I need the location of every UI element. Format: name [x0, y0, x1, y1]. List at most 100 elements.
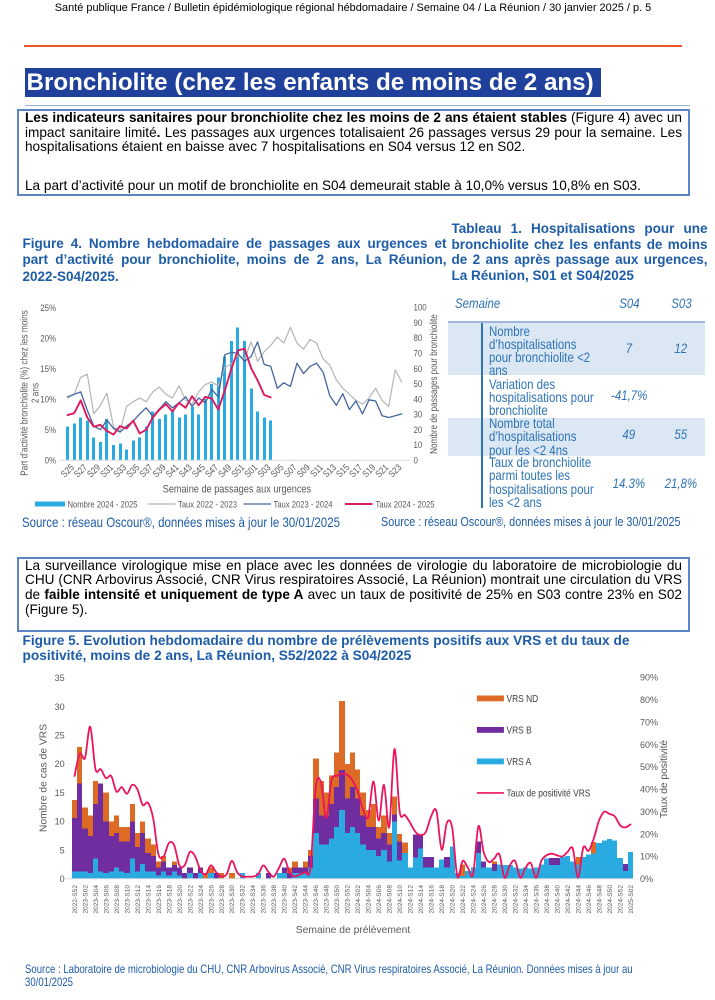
svg-text:2023-S04: 2023-S04: [93, 885, 100, 914]
svg-text:2024-S18: 2024-S18: [439, 885, 446, 914]
svg-text:0%: 0%: [45, 455, 57, 466]
svg-text:10: 10: [55, 817, 65, 827]
svg-text:2024-S38: 2024-S38: [544, 885, 551, 914]
svg-text:2 ans: 2 ans: [30, 383, 41, 404]
svg-text:0: 0: [414, 455, 419, 466]
svg-text:2023-S30: 2023-S30: [229, 885, 236, 914]
svg-text:2023-S52: 2023-S52: [345, 885, 352, 914]
svg-text:2023-S10: 2023-S10: [124, 885, 131, 914]
svg-text:35: 35: [55, 673, 65, 683]
svg-text:2023-S36: 2023-S36: [261, 885, 268, 914]
svg-text:10%: 10%: [640, 852, 658, 862]
svg-text:2024-S12: 2024-S12: [408, 885, 415, 914]
svg-text:2023-S28: 2023-S28: [219, 885, 226, 914]
svg-text:2024-S06: 2024-S06: [376, 885, 383, 914]
svg-text:90%: 90%: [640, 673, 658, 683]
svg-text:2022-S52: 2022-S52: [72, 885, 79, 914]
svg-text:70%: 70%: [640, 717, 658, 727]
svg-text:90: 90: [414, 317, 423, 328]
svg-text:0: 0: [60, 874, 65, 884]
svg-text:2023-S06: 2023-S06: [103, 885, 110, 914]
svg-text:2024-S16: 2024-S16: [429, 885, 436, 914]
svg-text:2023-S40: 2023-S40: [282, 885, 289, 914]
svg-text:2023-S50: 2023-S50: [334, 885, 341, 914]
svg-text:2024-S32: 2024-S32: [513, 885, 520, 914]
svg-text:20: 20: [55, 759, 65, 769]
svg-text:2024-S24: 2024-S24: [471, 885, 478, 914]
svg-text:2023-S34: 2023-S34: [250, 885, 257, 914]
svg-text:2024-S36: 2024-S36: [534, 885, 541, 914]
svg-text:40: 40: [414, 394, 423, 405]
svg-text:2024-S26: 2024-S26: [481, 885, 488, 914]
svg-text:2023-S08: 2023-S08: [114, 885, 121, 914]
svg-text:S23: S23: [386, 462, 404, 480]
svg-text:2023-S12: 2023-S12: [135, 885, 142, 914]
svg-text:2023-S42: 2023-S42: [292, 885, 299, 914]
svg-text:Semaine de prélèvement: Semaine de prélèvement: [296, 925, 411, 936]
svg-text:2023-S38: 2023-S38: [271, 885, 278, 914]
svg-text:Taux 2023 - 2024: Taux 2023 - 2024: [274, 499, 333, 510]
svg-text:20%: 20%: [640, 829, 658, 839]
svg-text:2024-S02: 2024-S02: [355, 885, 362, 914]
svg-text:80%: 80%: [640, 695, 658, 705]
svg-text:2023-S22: 2023-S22: [187, 885, 194, 914]
svg-text:2024-S48: 2024-S48: [596, 885, 603, 914]
svg-text:2024-S30: 2024-S30: [502, 885, 509, 914]
svg-text:2024-S44: 2024-S44: [575, 885, 582, 914]
svg-text:Taux de positivité: Taux de positivité: [659, 740, 670, 818]
svg-text:Part d’activité bronchiolite (: Part d’activité bronchiolite (%) chez le…: [19, 310, 30, 476]
svg-text:25: 25: [55, 731, 65, 741]
svg-text:2023-S26: 2023-S26: [208, 885, 215, 914]
svg-text:2024-S40: 2024-S40: [554, 885, 561, 914]
svg-text:2024-S34: 2024-S34: [523, 885, 530, 914]
svg-text:VRS B: VRS B: [507, 725, 532, 736]
svg-text:30: 30: [55, 702, 65, 712]
svg-text:Taux de positivité VRS: Taux de positivité VRS: [507, 788, 591, 799]
svg-text:VRS A: VRS A: [507, 756, 532, 767]
svg-text:2023-S46: 2023-S46: [313, 885, 320, 914]
svg-text:60: 60: [414, 363, 423, 374]
svg-text:50: 50: [414, 378, 423, 389]
svg-text:25%: 25%: [40, 302, 56, 313]
svg-text:50%: 50%: [640, 762, 658, 772]
svg-text:2023-S20: 2023-S20: [177, 885, 184, 914]
svg-text:2024-S50: 2024-S50: [607, 885, 614, 914]
svg-text:2024-S04: 2024-S04: [366, 885, 373, 914]
svg-text:2024-S46: 2024-S46: [586, 885, 593, 914]
svg-text:20: 20: [414, 424, 423, 435]
svg-text:60%: 60%: [640, 740, 658, 750]
svg-text:10: 10: [414, 439, 423, 450]
svg-text:20%: 20%: [40, 333, 56, 344]
svg-text:2025-S02: 2025-S02: [628, 885, 635, 914]
svg-text:Nombre de cas de VRS: Nombre de cas de VRS: [39, 724, 50, 832]
svg-text:100: 100: [414, 302, 427, 313]
svg-text:2024-S28: 2024-S28: [492, 885, 499, 914]
svg-text:Taux 2022 - 2023: Taux 2022 - 2023: [178, 499, 237, 510]
svg-text:2024-S08: 2024-S08: [387, 885, 394, 914]
svg-text:2023-S14: 2023-S14: [145, 885, 152, 914]
svg-text:2024-S10: 2024-S10: [397, 885, 404, 914]
svg-text:2024-S52: 2024-S52: [617, 885, 624, 914]
svg-text:2023-S44: 2023-S44: [303, 885, 310, 914]
svg-text:2023-S02: 2023-S02: [82, 885, 89, 914]
svg-text:2024-S22: 2024-S22: [460, 885, 467, 914]
svg-text:2024-S20: 2024-S20: [450, 885, 457, 914]
svg-text:2023-S24: 2023-S24: [198, 885, 205, 914]
svg-text:Semaine de passages aux urgenc: Semaine de passages aux urgences: [163, 484, 311, 496]
svg-text:2023-S32: 2023-S32: [240, 885, 247, 914]
svg-text:80: 80: [414, 333, 423, 344]
svg-text:2024-S14: 2024-S14: [418, 885, 425, 914]
svg-text:15: 15: [55, 788, 65, 798]
svg-text:Nombre de passages pour bronch: Nombre de passages pour bronchiolite: [428, 314, 439, 454]
svg-text:VRS ND: VRS ND: [507, 693, 539, 704]
svg-text:2024-S42: 2024-S42: [565, 885, 572, 914]
svg-text:30: 30: [414, 409, 423, 420]
svg-text:2023-S16: 2023-S16: [156, 885, 163, 914]
svg-text:Nombre 2024 - 2025: Nombre 2024 - 2025: [68, 499, 138, 510]
svg-text:15%: 15%: [40, 363, 56, 374]
svg-text:10%: 10%: [40, 394, 56, 405]
svg-text:70: 70: [414, 348, 423, 359]
svg-text:5: 5: [60, 845, 65, 855]
svg-text:0%: 0%: [640, 874, 653, 884]
svg-text:Taux 2024 - 2025: Taux 2024 - 2025: [376, 499, 435, 510]
